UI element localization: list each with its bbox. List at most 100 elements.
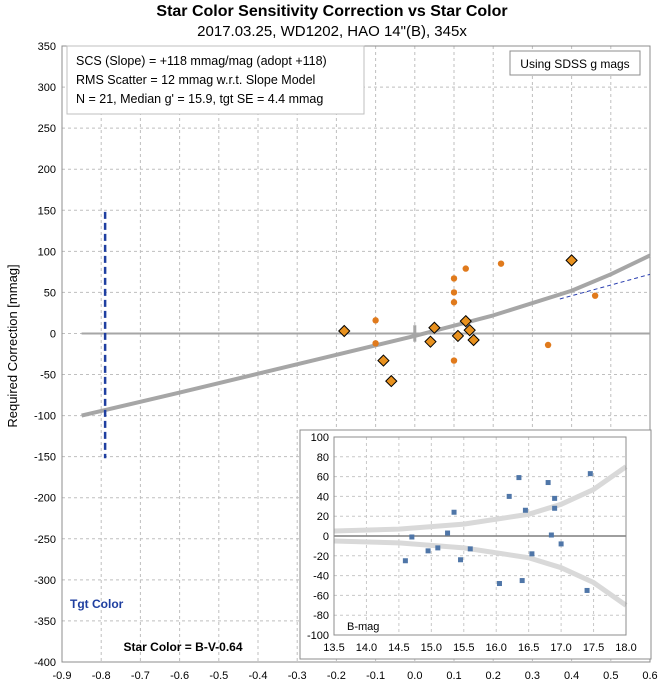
- inset-data-point: [545, 480, 551, 486]
- data-point-diamond: [428, 321, 441, 334]
- inset-data-point: [516, 475, 522, 481]
- x-tick-label: -0.2: [327, 670, 346, 682]
- inset-plot-frame: [333, 436, 627, 636]
- inset-data-point: [425, 548, 431, 554]
- inset-data-point: [587, 471, 593, 477]
- y-tick-label: 300: [38, 82, 56, 94]
- inset-x-tick-label: 14.0: [356, 642, 377, 654]
- data-point-diamond: [338, 324, 351, 338]
- data-point-dot: [497, 260, 505, 267]
- x-tick-label: -0.1: [366, 670, 385, 682]
- data-point-diamond: [377, 354, 390, 367]
- inset-data-point: [584, 587, 590, 593]
- x-tick-label: 0.4: [564, 670, 579, 682]
- data-point-diamond: [565, 254, 578, 267]
- inset-data-point: [548, 532, 554, 538]
- data-point-diamond: [451, 329, 465, 343]
- inset-y-tick-label: 0: [323, 531, 329, 543]
- inset-data-point: [458, 557, 464, 563]
- data-point-dot: [372, 317, 379, 324]
- inset-y-tick-label: 100: [311, 432, 329, 444]
- inset-y-tick-label: -20: [313, 551, 329, 563]
- inset-x-tick-label: 17.0: [550, 642, 571, 654]
- x-tick-label: 0.1: [446, 670, 461, 682]
- y-tick-label: 0: [50, 328, 56, 340]
- inset-y-tick-label: -60: [313, 590, 329, 602]
- data-point-diamond: [424, 335, 437, 348]
- inset-y-tick-label: 80: [317, 452, 329, 464]
- inset-x-tick-label: 18.0: [615, 642, 636, 654]
- y-tick-label: 250: [38, 123, 56, 135]
- x-tick-label: 0.2: [486, 670, 501, 682]
- info-box: [66, 45, 365, 115]
- main-plot-area: [81, 211, 651, 459]
- data-point-diamond: [459, 314, 472, 328]
- y-tick-label: 200: [38, 164, 56, 176]
- y-tick-label: -350: [34, 616, 56, 628]
- y-tick-label: 350: [38, 41, 56, 53]
- inset-y-tick-label: -100: [307, 630, 329, 642]
- inset-x-tick-label: 16.0: [486, 642, 507, 654]
- y-tick-label: 50: [44, 287, 56, 299]
- data-point-dot: [372, 340, 379, 347]
- inset-y-tick-label: 40: [317, 491, 329, 503]
- y-tick-label: 150: [38, 205, 56, 217]
- y-axis-label: Required Correction [mmag]: [5, 264, 20, 427]
- inset-plot-area: [333, 464, 628, 608]
- data-point-diamond: [463, 323, 476, 337]
- inset-data-point: [558, 541, 564, 547]
- inset-data-point: [467, 546, 473, 552]
- inset-y-tick-label: -40: [313, 571, 329, 583]
- inset-axes: 13.5 14.0 14.5 15.0 15.5 16.0 16.5 17.0 17.5 18.0…: [307, 432, 637, 654]
- inset-x-tick-label: 15.0: [421, 642, 442, 654]
- model-curve: [81, 253, 651, 418]
- y-tick-label: -250: [34, 534, 56, 546]
- y-tick-label: -400: [34, 657, 56, 669]
- inset-y-tick-label: 60: [317, 472, 329, 484]
- y-tick-label: -100: [34, 411, 56, 423]
- data-point-dot: [450, 289, 458, 296]
- data-point-dot: [591, 292, 599, 299]
- inset-data-point: [552, 495, 558, 501]
- info-line-3: N = 21, Median g' = 15.9, tgt SE = 4.4 m…: [76, 92, 323, 106]
- x-tick-label: -0.6: [170, 670, 189, 682]
- inset-x-tick-label: 13.5: [323, 642, 344, 654]
- data-point-diamond: [467, 333, 480, 347]
- inset-y-tick-label: 20: [317, 511, 329, 523]
- x-tick-label: -0.8: [92, 670, 111, 682]
- inset-data-point: [552, 505, 558, 511]
- slope-line: [559, 273, 651, 300]
- chart-title: Star Color Sensitivity Correction vs Sta…: [156, 3, 507, 20]
- inset-y-tick-label: -80: [313, 610, 329, 622]
- inset-x-tick-label: 14.5: [388, 642, 409, 654]
- inset-chart: 13.5 14.0 14.5 15.0 15.5 16.0 16.5 17.0 17.5 18.0…: [299, 429, 652, 660]
- inset-data-point: [402, 558, 408, 564]
- inset-data-point: [435, 545, 441, 551]
- inset-envelope-upper: [333, 464, 628, 534]
- x-tick-label: 0.0: [407, 670, 422, 682]
- data-point-dot: [450, 299, 458, 306]
- x-tick-label: -0.4: [249, 670, 268, 682]
- tgt-color-label: Tgt Color: [70, 597, 124, 611]
- data-point-dot: [450, 357, 458, 364]
- note-box-text: Using SDSS g mags: [520, 57, 629, 71]
- data-point-dot: [450, 275, 458, 282]
- x-tick-label: 0.5: [603, 670, 618, 682]
- y-tick-label: -300: [34, 575, 56, 587]
- y-tick-label: -150: [34, 452, 56, 464]
- inset-x-tick-label: 15.5: [453, 642, 474, 654]
- y-tick-label: -50: [40, 370, 56, 382]
- inset-data-point: [496, 581, 502, 587]
- info-line-2: RMS Scatter = 12 mmag w.r.t. Slope Model: [76, 73, 315, 87]
- x-axis-label: Star Color = B-V-0.64: [123, 640, 242, 654]
- inset-frame: [299, 429, 652, 660]
- note-box: [509, 50, 641, 76]
- data-point-dot: [462, 265, 469, 272]
- x-tick-label: -0.7: [131, 670, 150, 682]
- inset-x-axis-label: B-mag: [347, 621, 379, 633]
- y-tick-label: 100: [38, 246, 56, 258]
- main-axes: -0.9 -0.8 -0.7 -0.6 -0.5 -0.4 -0.3 -0.2 -0.1 0.0 0…: [34, 41, 658, 682]
- inset-x-tick-label: 17.5: [583, 642, 604, 654]
- x-tick-label: -0.9: [53, 670, 72, 682]
- inset-data-point: [519, 578, 525, 584]
